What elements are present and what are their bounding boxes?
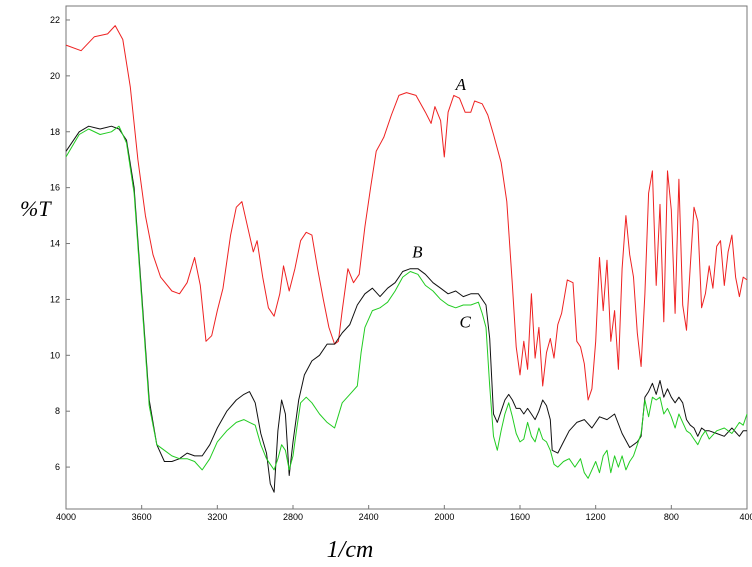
series-line-c: [65, 125, 748, 479]
y-tick-label: 22: [50, 15, 60, 25]
x-tick-label: 4000: [56, 512, 76, 522]
series-label-b: B: [412, 243, 423, 262]
x-tick-label: 1600: [510, 512, 530, 522]
x-tick-label: 400: [739, 512, 752, 522]
series-label-c: C: [459, 312, 471, 331]
x-tick-label: 2800: [283, 512, 303, 522]
x-axis-title: 1/cm: [327, 537, 374, 563]
y-axis-title: %T: [20, 196, 52, 221]
y-tick-label: 14: [50, 239, 60, 249]
x-tick-label: 800: [664, 512, 679, 522]
y-tick-label: 12: [50, 294, 60, 304]
plot-area: [65, 5, 748, 510]
x-tick-label: 2000: [434, 512, 454, 522]
y-tick-label: 20: [50, 71, 60, 81]
x-tick-label: 3600: [132, 512, 152, 522]
x-tick-label: 3200: [207, 512, 227, 522]
y-tick-label: 8: [55, 406, 60, 416]
series-line-a: [65, 25, 748, 401]
y-axis-ticks: 6 8 10 12 14 16 18 20 22: [50, 15, 70, 472]
series-layer: A B C: [65, 25, 748, 493]
y-tick-label: 18: [50, 127, 60, 137]
x-tick-label: 2400: [359, 512, 379, 522]
y-tick-label: 6: [55, 462, 60, 472]
x-tick-label: 1200: [586, 512, 606, 522]
x-axis-ticks: 4000 3600 3200 2800 2400 2000 1600 1200 800 400: [56, 505, 752, 522]
y-tick-label: 16: [50, 183, 60, 193]
y-tick-label: 10: [50, 350, 60, 360]
series-line-b: [65, 125, 747, 493]
series-label-a: A: [455, 75, 467, 94]
